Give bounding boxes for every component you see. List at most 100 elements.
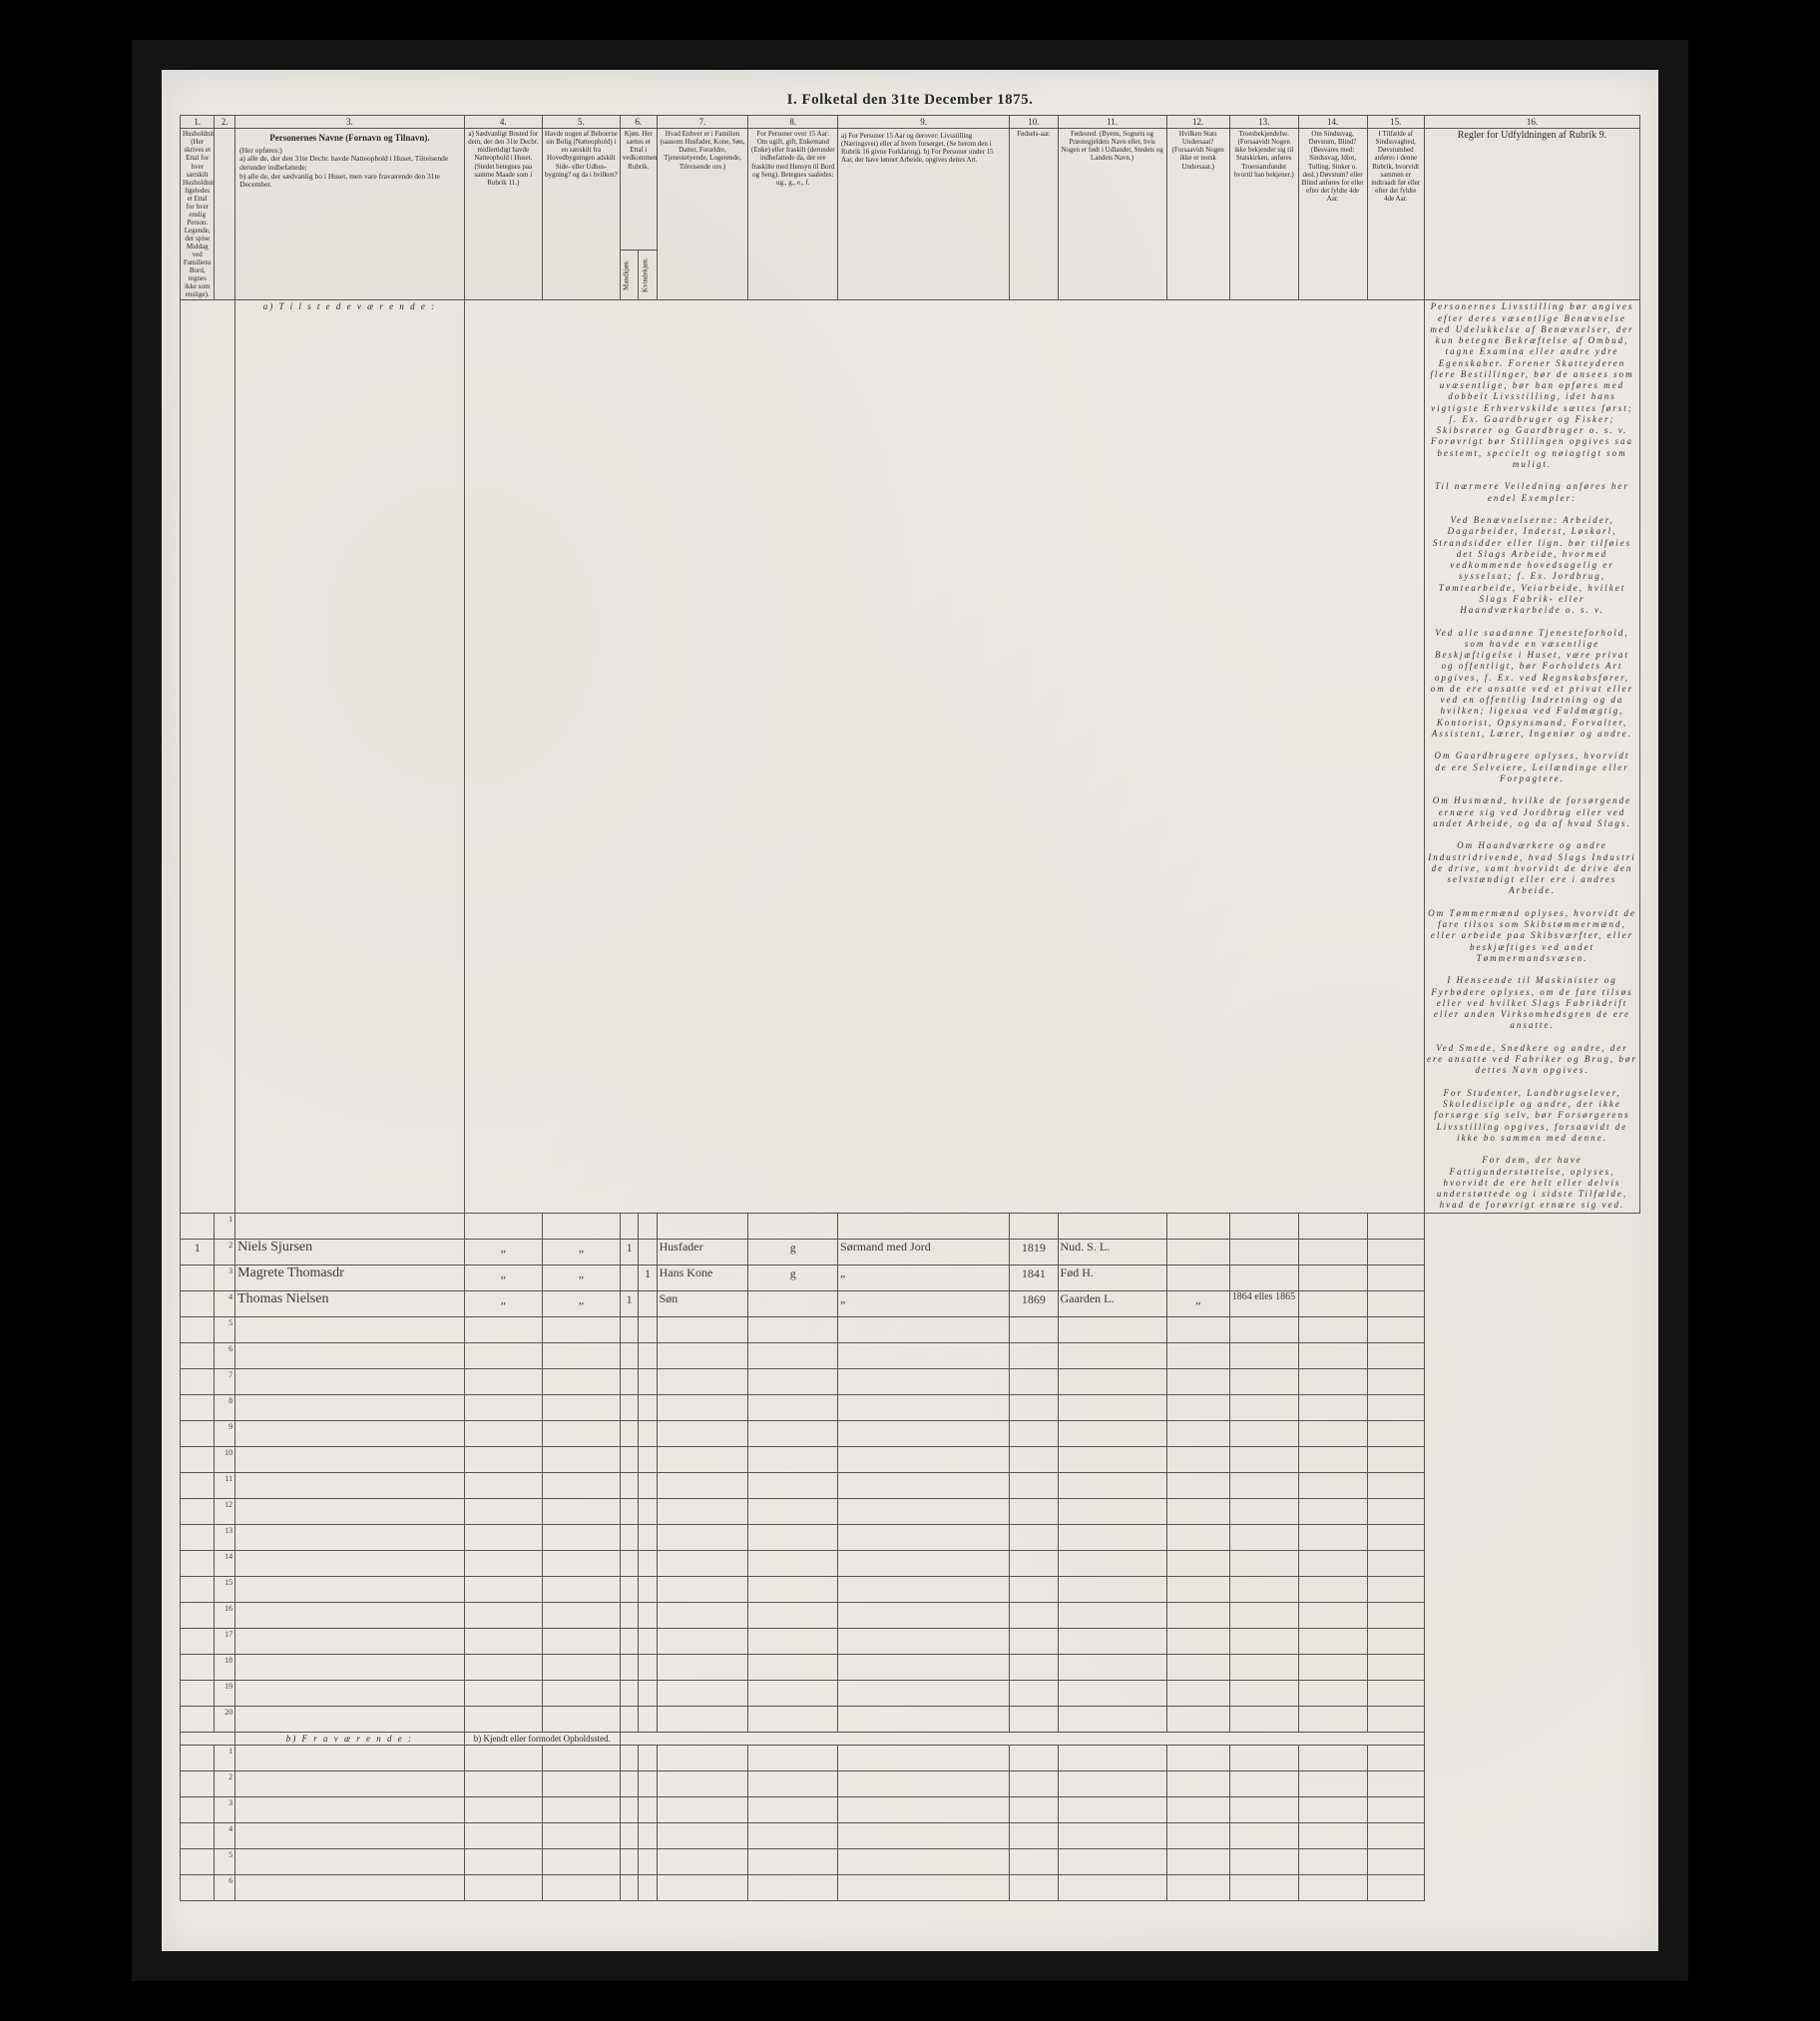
- colnum-2: 2.: [215, 116, 235, 129]
- cell-year: 1869: [1010, 1290, 1058, 1316]
- cell-female: [639, 1290, 657, 1316]
- section-b-label: b) F r a v æ r e n d e : b) Kjendt eller…: [181, 1732, 1640, 1745]
- table-row-empty: 15: [181, 1576, 1640, 1602]
- head-12: Hvilken Stats Undersaat? (Forsaavidt Nog…: [1166, 129, 1229, 300]
- colnum-5: 5.: [542, 116, 620, 129]
- cell-rownum: 3: [215, 1264, 235, 1290]
- cell-name: Thomas Nielsen: [235, 1290, 465, 1316]
- cell-female: [639, 1239, 657, 1264]
- head-3-title: Personernes Navne (Fornavn og Tilnavn).: [239, 133, 460, 143]
- head-3: Personernes Navne (Fornavn og Tilnavn). …: [235, 129, 465, 300]
- cell-occupation: [838, 1213, 1010, 1239]
- cell-rownum: 4: [215, 1822, 235, 1848]
- table-row-empty: 9: [181, 1420, 1640, 1446]
- cell-c4: „: [464, 1290, 542, 1316]
- cell-rownum: 6: [215, 1342, 235, 1368]
- rows-present: 112Niels Sjursen„„1HusfadergSørmand med …: [181, 1213, 1640, 1732]
- head-13: Troesbekjendelse. (Forsaavidt Nogen ikke…: [1229, 129, 1298, 300]
- cell-place: [1058, 1213, 1166, 1239]
- cell-rownum: 12: [215, 1498, 235, 1524]
- cell-c5: [542, 1213, 620, 1239]
- cell-rownum: 1: [215, 1745, 235, 1770]
- cell-c13: [1229, 1213, 1298, 1239]
- cell-civil: g: [748, 1264, 838, 1290]
- cell-c13: 1864 elles 1865: [1229, 1290, 1298, 1316]
- cell-rownum: 16: [215, 1602, 235, 1628]
- head-3-sub: (Her opføres:) a) alle de, der den 31te …: [239, 147, 460, 190]
- colnum-11: 11.: [1058, 116, 1166, 129]
- colnum-1: 1.: [181, 116, 215, 129]
- table-row-empty: 19: [181, 1680, 1640, 1706]
- colnum-12: 12.: [1166, 116, 1229, 129]
- table-row-empty: 6: [181, 1874, 1640, 1900]
- cell-rownum: 5: [215, 1848, 235, 1874]
- cell-c5: „: [542, 1290, 620, 1316]
- cell-c4: „: [464, 1264, 542, 1290]
- cell-rownum: 18: [215, 1654, 235, 1680]
- colnum-15: 15.: [1367, 116, 1424, 129]
- cell-year: 1819: [1010, 1239, 1058, 1264]
- cell-place: Nud. S. L.: [1058, 1239, 1166, 1264]
- cell-year: 1841: [1010, 1264, 1058, 1290]
- cell-c14: [1298, 1213, 1367, 1239]
- table-row-empty: 2: [181, 1770, 1640, 1796]
- section-a-text: a) T i l s t e d e v æ r e n d e :: [235, 300, 465, 1213]
- header-row: Husholdninger. (Her skrives et Ettal for…: [181, 129, 1640, 251]
- cell-household: [181, 1290, 215, 1316]
- table-row-empty: 8: [181, 1394, 1640, 1420]
- cell-place: Fød H.: [1058, 1264, 1166, 1290]
- cell-civil: [748, 1290, 838, 1316]
- cell-occupation: „: [838, 1290, 1010, 1316]
- colnum-6: 6.: [620, 116, 657, 129]
- cell-household: [181, 1264, 215, 1290]
- cell-female: [639, 1213, 657, 1239]
- table-row-empty: 14: [181, 1550, 1640, 1576]
- cell-rownum: 15: [215, 1576, 235, 1602]
- head-2: [215, 129, 235, 300]
- head-10: Fødsels-aar.: [1010, 129, 1058, 300]
- cell-name: Magrete Thomasdr: [235, 1264, 465, 1290]
- cell-rownum: 17: [215, 1628, 235, 1654]
- head-15: I Tilfælde af Sindssvaghed, Døvstumhed a…: [1367, 129, 1424, 300]
- cell-civil: g: [748, 1239, 838, 1264]
- table-row-empty: 20: [181, 1706, 1640, 1732]
- scan-frame: I. Folketal den 31te December 1875. 1. 2…: [132, 40, 1688, 1981]
- cell-c14: [1298, 1239, 1367, 1264]
- cell-rownum: 13: [215, 1524, 235, 1550]
- colnum-13: 13.: [1229, 116, 1298, 129]
- head-16: Regler for Udfyldningen af Rubrik 9.: [1424, 129, 1639, 300]
- head-6k: Kvindekjøn.: [639, 251, 657, 300]
- colnum-8: 8.: [748, 116, 838, 129]
- cell-rownum: 2: [215, 1770, 235, 1796]
- cell-rownum: 3: [215, 1796, 235, 1822]
- head-7: Hvad Enhver er i Familien (saasom Husfad…: [657, 129, 748, 300]
- colnum-14: 14.: [1298, 116, 1367, 129]
- table-row-empty: 5: [181, 1316, 1640, 1342]
- table-row-empty: 17: [181, 1628, 1640, 1654]
- table-row-empty: 5: [181, 1848, 1640, 1874]
- table-row-empty: 16: [181, 1602, 1640, 1628]
- colnum-3: 3.: [235, 116, 465, 129]
- cell-c12: [1166, 1239, 1229, 1264]
- cell-rownum: 10: [215, 1446, 235, 1472]
- cell-rownum: 1: [215, 1213, 235, 1239]
- rows-absent: 123456: [181, 1745, 1640, 1900]
- colnum-7: 7.: [657, 116, 748, 129]
- head-6: Kjøn. Her sættes et Ettal i vedkommende …: [620, 129, 657, 251]
- cell-c12: [1166, 1264, 1229, 1290]
- colnum-9: 9.: [838, 116, 1010, 129]
- cell-family: Søn: [657, 1290, 748, 1316]
- cell-rownum: 19: [215, 1680, 235, 1706]
- table-row-empty: 12: [181, 1498, 1640, 1524]
- cell-family: Husfader: [657, 1239, 748, 1264]
- table-row-empty: 11: [181, 1472, 1640, 1498]
- section-a-label: a) T i l s t e d e v æ r e n d e : Perso…: [181, 300, 1640, 1213]
- cell-rownum: 6: [215, 1874, 235, 1900]
- column-number-row: 1. 2. 3. 4. 5. 6. 7. 8. 9. 10. 11. 12. 1…: [181, 116, 1640, 129]
- head-6m: Mandkjøn.: [620, 251, 638, 300]
- table-row-empty: 10: [181, 1446, 1640, 1472]
- cell-c13: [1229, 1239, 1298, 1264]
- cell-rownum: 2: [215, 1239, 235, 1264]
- page-title: I. Folketal den 31te December 1875.: [180, 92, 1640, 109]
- cell-c14: [1298, 1290, 1367, 1316]
